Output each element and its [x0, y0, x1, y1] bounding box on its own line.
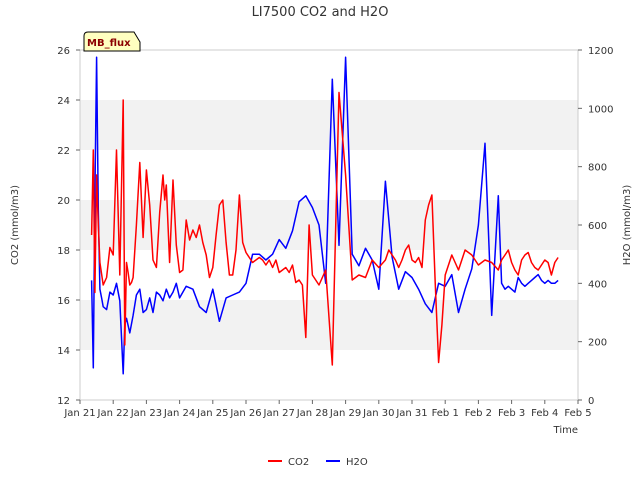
x-tick-label: Feb 4 — [531, 408, 558, 419]
y-tick-label: 12 — [57, 396, 70, 407]
y2-tick-label: 400 — [588, 279, 607, 290]
y-tick-label: 22 — [57, 146, 70, 157]
y-tick-label: 24 — [57, 96, 70, 107]
x-axis: Jan 21 Jan 22 Jan 23 Jan 24 Jan 25 Jan 26 Jan … — [63, 400, 592, 419]
x-tick-label: Jan 22 — [97, 408, 129, 419]
x-axis-label: Time — [553, 425, 578, 436]
x-tick-label: Jan 26 — [229, 408, 261, 419]
grid-band — [80, 100, 578, 150]
y-axis-label: CO2 (mmol/m3) — [10, 185, 21, 265]
series-line-h2o — [90, 56, 559, 375]
y-tick-label: 16 — [57, 296, 70, 307]
chart-title: LI7500 CO2 and H2O — [252, 5, 389, 20]
x-tick-label: Jan 29 — [329, 408, 361, 419]
x-tick-label: Feb 5 — [564, 408, 591, 419]
badge-label: MB_flux — [87, 38, 131, 49]
x-tick-label: Jan 25 — [196, 408, 228, 419]
series-lines — [90, 56, 559, 375]
x-tick-label: Jan 30 — [362, 408, 394, 419]
series-line-co2 — [90, 91, 559, 366]
x-tick-label: Jan 23 — [130, 408, 162, 419]
y-axis-left: 12 14 16 18 20 22 24 26 — [57, 46, 80, 407]
y2-tick-label: 1200 — [588, 46, 613, 57]
x-tick-label: Jan 31 — [395, 408, 427, 419]
legend-h2o-label: H2O — [346, 457, 368, 468]
y2-tick-label: 800 — [588, 163, 607, 174]
badge-shape — [83, 31, 141, 52]
x-tick-label: Feb 1 — [432, 408, 459, 419]
legend: CO2 H2O — [268, 457, 368, 468]
y2-tick-label: 600 — [588, 221, 607, 232]
y2-tick-label: 200 — [588, 338, 607, 349]
y2-tick-label: 1000 — [588, 104, 613, 115]
y2-axis-label: H2O (mmol/m3) — [622, 185, 633, 266]
y-tick-label: 20 — [57, 196, 70, 207]
x-tick-label: Feb 3 — [498, 408, 525, 419]
x-tick-label: Jan 28 — [296, 408, 328, 419]
x-tick-label: Jan 27 — [263, 408, 295, 419]
site-badge: MB_flux — [83, 31, 141, 52]
x-tick-label: Jan 21 — [63, 408, 95, 419]
y2-tick-label: 0 — [588, 396, 594, 407]
y-tick-label: 18 — [57, 246, 70, 257]
x-tick-label: Feb 2 — [465, 408, 492, 419]
x-tick-label: Jan 24 — [163, 408, 195, 419]
y-tick-label: 26 — [57, 46, 70, 57]
grid-band — [80, 200, 578, 250]
y-tick-label: 14 — [57, 346, 70, 357]
legend-co2-label: CO2 — [288, 457, 309, 468]
y-axis-right: 0 200 400 600 800 1000 1200 — [578, 46, 613, 407]
